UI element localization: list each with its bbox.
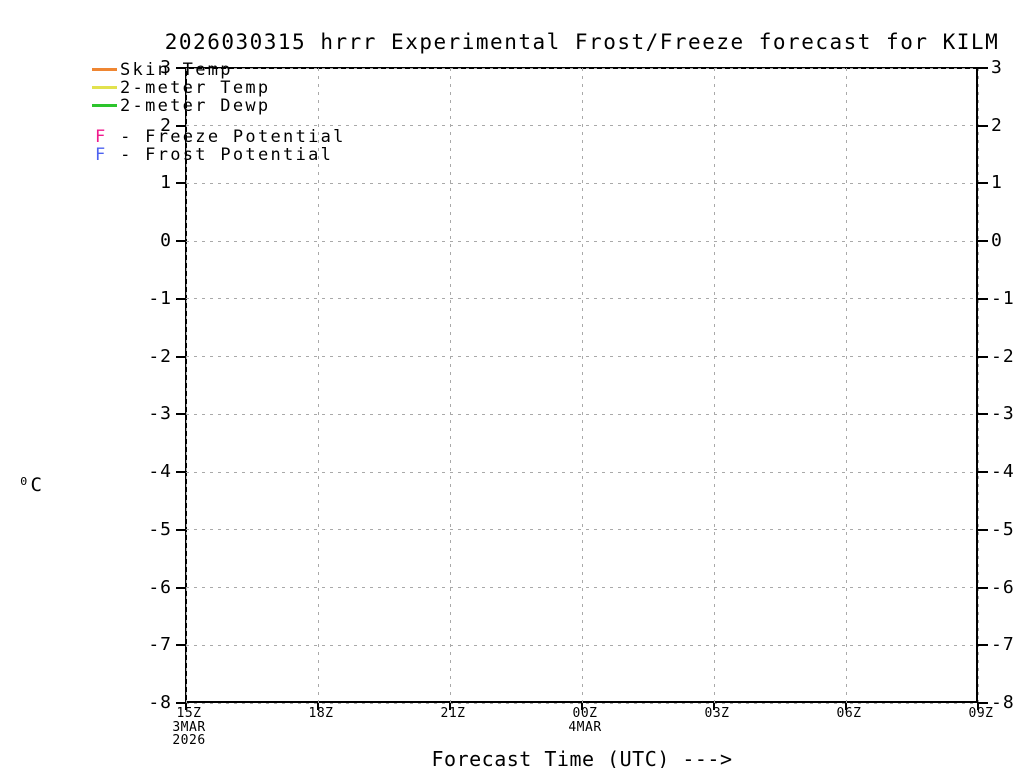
y-tick-right [978,586,988,589]
y-tick-label-right: -3 [991,403,1015,425]
legend-item-freeze-potential: F - Freeze Potential [95,128,346,146]
x-tick [185,703,187,710]
y-tick-left [176,182,186,185]
y-tick-label-left: -4 [148,461,172,483]
y-tick-label-left: -7 [148,634,172,656]
y-tick-label-left: -8 [148,692,172,713]
legend-line-swatch-2m-dewp [92,104,117,107]
y-tick-label-left: -1 [148,287,172,309]
y-tick-left [176,355,186,358]
x-gridline [713,68,715,703]
y-tick-left [176,413,186,416]
legend-letter-marker: F [95,127,108,147]
y-tick-label-right: -8 [991,692,1015,713]
x-gridline [317,68,319,703]
x-tick-label: 03Z [704,706,730,721]
y-axis-unit-label: ⁰C [18,474,43,496]
y-tick-label-right: 1 [991,172,1003,194]
y-tick-right [978,702,988,704]
x-tick-label: 21Z [440,706,466,721]
legend-separator: - [107,145,146,165]
x-gridline [845,68,847,703]
y-tick-left [176,67,186,69]
y-tick-label-right: -2 [991,345,1015,367]
y-tick-left [176,702,186,704]
y-tick-left [176,586,186,589]
y-tick-label-left: -5 [148,518,172,540]
legend-item-frost-potential: F - Frost Potential [95,146,333,164]
x-tick [317,703,319,710]
y-tick-left [176,471,186,474]
x-tick-label: 06Z [836,706,862,721]
legend-label: 2-meter Dewp [120,96,271,116]
x-gridline [581,68,583,703]
legend-label: Freeze Potential [145,127,346,147]
y-tick-left [176,644,186,647]
y-tick-right [978,528,988,531]
y-tick-label-left: 0 [160,230,172,252]
legend-label: Frost Potential [145,145,334,165]
y-tick-right [978,297,988,300]
x-tick [845,703,847,710]
x-tick-label: 09Z [968,706,994,721]
legend-line-swatch-2m-temp [92,86,117,89]
x-gridline [185,68,187,703]
y-tick-right [978,644,988,647]
y-tick-label-left: 1 [160,172,172,194]
legend-item-skin-temp: Skin Temp [120,61,233,79]
y-tick-right [978,182,988,185]
x-axis-title: Forecast Time (UTC) ---> [431,747,733,768]
y-tick-label-left: 3 [160,57,172,78]
x-tick [977,703,979,710]
y-tick-label-right: 3 [991,57,1003,78]
y-tick-right [978,355,988,358]
chart-title: 2026030315 hrrr Experimental Frost/Freez… [164,30,1000,54]
y-tick-right [978,124,988,127]
legend-item-2m-temp: 2-meter Temp [120,79,270,97]
x-tick-label: 18Z [308,706,334,721]
y-tick-label-right: -7 [991,634,1015,656]
y-tick-left [176,297,186,300]
y-tick-label-right: 2 [991,114,1003,136]
y-tick-label-right: -6 [991,576,1015,598]
x-tick-label: 00Z 4MAR [568,706,602,735]
legend-line-swatch-skin-temp [92,68,117,71]
y-tick-label-left: -3 [148,403,172,425]
y-tick-label-right: 0 [991,230,1003,252]
x-gridline [449,68,451,703]
legend-separator: - [107,127,146,147]
legend-label: Skin Temp [120,60,233,80]
legend-item-2m-dewp: 2-meter Dewp [120,97,270,115]
y-tick-left [176,528,186,531]
y-tick-right [978,413,988,416]
x-tick-label: 15Z 3MAR 2026 [172,706,206,748]
y-tick-label-left: -6 [148,576,172,598]
y-tick-right [978,240,988,243]
legend-letter-marker: F [95,145,108,165]
x-tick [449,703,451,710]
x-tick [581,703,583,710]
y-tick-label-left: 2 [160,114,172,136]
y-tick-label-left: -2 [148,345,172,367]
legend-label: 2-meter Temp [120,78,271,98]
y-tick-right [978,67,988,69]
x-gridline [977,68,979,703]
x-tick [713,703,715,710]
y-tick-label-right: -4 [991,461,1015,483]
y-tick-right [978,471,988,474]
y-tick-left [176,240,186,243]
y-tick-label-right: -5 [991,518,1015,540]
y-tick-label-right: -1 [991,287,1015,309]
y-tick-left [176,124,186,127]
